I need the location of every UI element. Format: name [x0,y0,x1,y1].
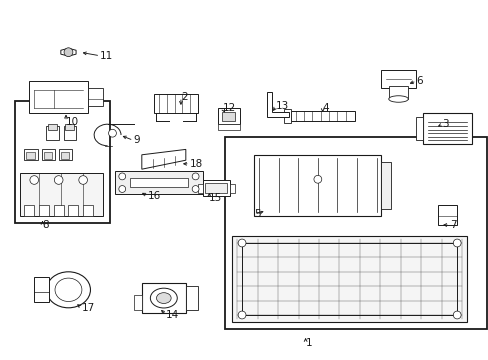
Bar [437,205,456,225]
Bar [381,70,415,88]
Bar [29,81,88,113]
Ellipse shape [55,278,82,301]
Ellipse shape [156,293,171,303]
Bar [222,112,234,121]
Text: 15: 15 [209,193,222,203]
Bar [24,149,38,160]
Bar [388,86,407,99]
Bar [129,178,188,187]
Bar [68,205,78,216]
Text: 13: 13 [276,101,289,111]
Bar [134,295,142,310]
Bar [39,205,49,216]
Bar [48,124,57,130]
Bar [254,155,381,216]
Text: 2: 2 [181,92,187,102]
Polygon shape [266,92,288,117]
Bar [59,149,72,160]
Ellipse shape [150,288,177,308]
Bar [290,111,354,121]
Bar [61,152,69,159]
Circle shape [452,311,460,319]
Circle shape [192,185,199,193]
Text: 10: 10 [66,117,79,127]
Ellipse shape [46,272,90,308]
Bar [232,236,466,322]
Text: 8: 8 [42,220,49,230]
Text: 4: 4 [322,103,329,113]
Circle shape [119,173,125,180]
Bar [415,117,422,140]
Bar [229,184,234,193]
Bar [217,108,239,124]
Circle shape [64,48,73,57]
Bar [65,124,74,130]
Bar [203,180,229,196]
Text: 5: 5 [254,209,261,219]
Bar [88,88,102,106]
Bar [381,162,390,209]
Bar [20,173,102,216]
Bar [205,183,227,193]
Bar [422,113,471,144]
Circle shape [313,175,321,183]
Bar [198,184,203,193]
Text: 7: 7 [449,220,456,230]
Bar [154,94,198,113]
Bar [283,109,290,123]
Bar [63,126,76,140]
Polygon shape [142,149,185,169]
Text: 14: 14 [166,310,179,320]
Bar [217,124,239,130]
Circle shape [238,239,245,247]
Bar [115,171,203,194]
Text: 12: 12 [222,103,235,113]
Bar [15,101,110,223]
Circle shape [108,129,116,137]
Bar [41,149,55,160]
Text: 1: 1 [305,338,312,348]
Text: 17: 17 [81,303,95,313]
Text: 18: 18 [189,159,203,169]
Polygon shape [61,48,76,56]
Circle shape [452,239,460,247]
Circle shape [192,173,199,180]
Bar [43,152,52,159]
Circle shape [119,185,125,193]
Circle shape [238,311,245,319]
Bar [26,152,35,159]
Text: 6: 6 [416,76,423,86]
Text: 9: 9 [133,135,140,145]
Circle shape [79,176,87,184]
Ellipse shape [388,96,407,102]
Circle shape [30,176,39,184]
Bar [54,205,63,216]
Bar [46,126,59,140]
Circle shape [54,176,63,184]
Text: 16: 16 [148,191,161,201]
Text: 11: 11 [100,51,113,61]
Bar [224,137,486,329]
Text: 3: 3 [442,119,448,129]
Bar [83,205,93,216]
Bar [24,205,34,216]
Bar [185,286,198,310]
Bar [142,283,185,313]
Bar [34,277,49,302]
